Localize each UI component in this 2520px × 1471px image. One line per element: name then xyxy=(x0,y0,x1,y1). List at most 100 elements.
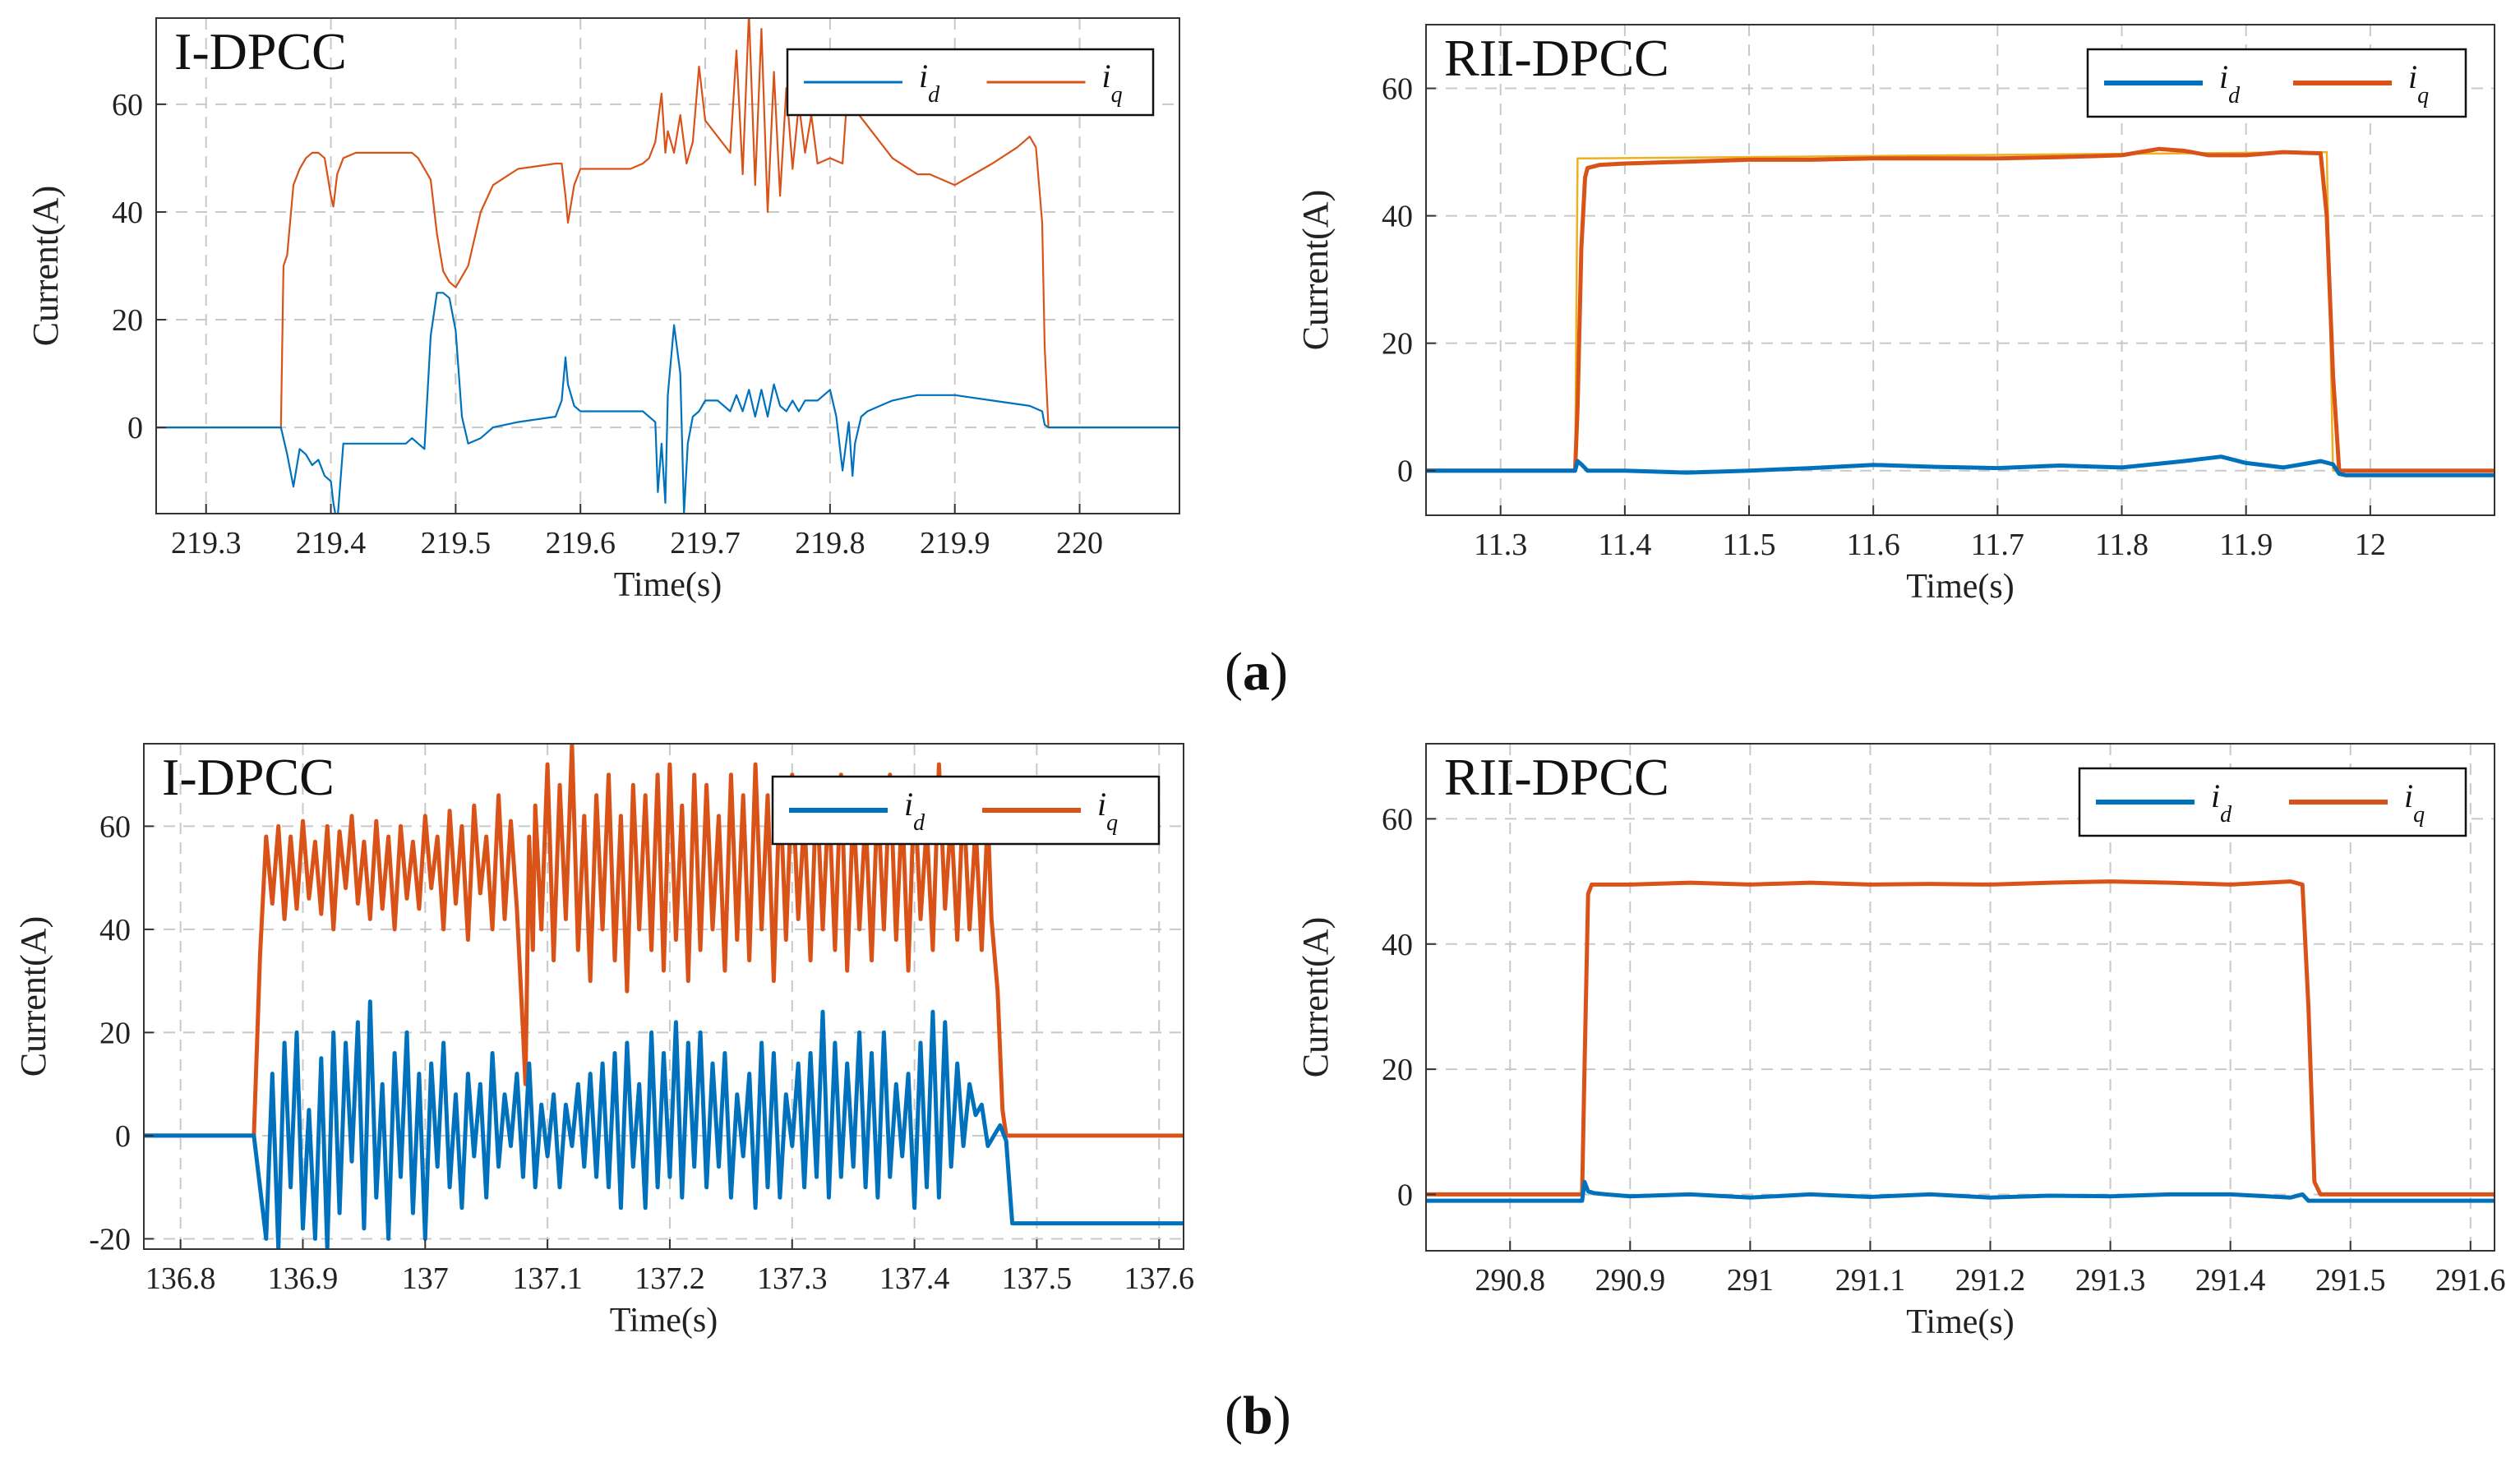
x-tick-label: 219.4 xyxy=(296,526,367,560)
y-tick-label: 60 xyxy=(99,809,131,844)
x-tick-label: 11.7 xyxy=(1971,528,2024,562)
legend-label-iq: iq xyxy=(2408,58,2429,108)
series-line-iq xyxy=(1426,146,2495,473)
x-tick-label: 11.4 xyxy=(1598,528,1651,562)
series-line-id xyxy=(156,292,1179,514)
y-tick-label: 20 xyxy=(1382,1053,1413,1087)
x-axis-label: Time(s) xyxy=(1906,568,2014,606)
axis-frame xyxy=(143,743,1184,1250)
series-line-iq xyxy=(1426,879,2495,1197)
panel-label-b-open: ( xyxy=(1225,1386,1243,1446)
panel-label-a-close: ) xyxy=(1269,642,1288,702)
y-tick-label: 0 xyxy=(127,411,143,445)
legend-label-id: id xyxy=(2219,58,2241,108)
chart-b-right: 290.8 290.9 291 291.1 291.2 291.3 291.4 291.5 29… xyxy=(1295,743,2506,1341)
chart-title: RII-DPCC xyxy=(1444,29,1669,87)
y-tick-label: 40 xyxy=(99,913,131,948)
series-line-id xyxy=(1426,1179,2495,1203)
panel-label-b-close: ) xyxy=(1272,1386,1291,1446)
x-tick-label: 137 xyxy=(402,1261,449,1296)
legend: id iq xyxy=(771,775,1161,846)
x-tick-label: 291.1 xyxy=(1835,1263,1906,1298)
x-tick-label: 220 xyxy=(1056,526,1103,560)
x-tick-label: 137.1 xyxy=(512,1261,583,1296)
x-tick-label: 291.6 xyxy=(2435,1263,2506,1298)
x-tick-label: 12 xyxy=(2355,528,2386,562)
legend-label-id: id xyxy=(2211,777,2232,828)
x-tick-label: 291 xyxy=(1727,1263,1774,1298)
y-tick-label: -20 xyxy=(89,1222,131,1257)
x-tick-label: 219.7 xyxy=(670,526,741,560)
x-tick-label: 137.3 xyxy=(757,1261,828,1296)
axis-frame xyxy=(1425,743,2495,1252)
x-tick-label: 219.6 xyxy=(545,526,616,560)
chart-title: I-DPCC xyxy=(174,22,347,81)
y-tick-label: 60 xyxy=(1382,802,1413,837)
y-tick-label: 60 xyxy=(1382,72,1413,107)
panel-label-b-letter: b xyxy=(1242,1386,1273,1446)
x-tick-label: 137.4 xyxy=(879,1261,950,1296)
chart-a-left: 219.3 219.4 219.5 219.6 219.7 219.8 219.9 220 0 2… xyxy=(25,17,1180,604)
y-tick-label: 40 xyxy=(112,196,143,230)
y-tick-label: 0 xyxy=(1397,1178,1413,1212)
x-tick-label: 11.8 xyxy=(2095,528,2148,562)
x-tick-label: 137.5 xyxy=(1002,1261,1073,1296)
legend: id iq xyxy=(786,48,1155,117)
x-axis-label: Time(s) xyxy=(610,1302,718,1340)
series-group xyxy=(1426,879,2495,1203)
x-tick-label: 11.5 xyxy=(1722,528,1775,562)
y-axis-label: Current(A) xyxy=(13,916,53,1077)
panel-label-a: (a) xyxy=(1225,641,1288,703)
legend-label-iq: iq xyxy=(1102,58,1123,108)
y-axis-label: Current(A) xyxy=(25,186,66,347)
legend-label-iq: iq xyxy=(2404,777,2425,828)
x-tick-label: 11.6 xyxy=(1847,528,1900,562)
x-tick-label: 291.2 xyxy=(1955,1263,2026,1298)
x-tick-label: 219.9 xyxy=(920,526,990,560)
y-axis-label: Current(A) xyxy=(1295,190,1336,351)
x-tick-label: 219.3 xyxy=(171,526,242,560)
x-tick-label: 136.9 xyxy=(268,1261,339,1296)
y-tick-label: 20 xyxy=(112,303,143,338)
series-group xyxy=(1426,146,2495,477)
y-tick-label: 20 xyxy=(1382,327,1413,362)
y-tick-label: 60 xyxy=(112,88,143,122)
x-tick-label: 11.9 xyxy=(2219,528,2273,562)
chart-title: I-DPCC xyxy=(162,748,335,806)
x-tick-label: 291.3 xyxy=(2075,1263,2146,1298)
x-tick-label: 219.5 xyxy=(421,526,492,560)
x-tick-label: 137.2 xyxy=(635,1261,705,1296)
legend-label-iq: iq xyxy=(1097,786,1118,836)
axis-frame xyxy=(1425,24,2495,516)
series-line-id xyxy=(1426,454,2495,477)
chart-a-right: 11.3 11.4 11.5 11.6 11.7 11.8 11.9 12 0 20 40 60 Tim… xyxy=(1295,24,2495,606)
legend-label-id: id xyxy=(919,58,940,108)
x-tick-label: 291.4 xyxy=(2195,1263,2266,1298)
panel-label-a-letter: a xyxy=(1242,642,1270,702)
x-tick-label: 137.6 xyxy=(1124,1261,1194,1296)
legend: id iq xyxy=(2078,767,2467,837)
x-tick-label: 11.3 xyxy=(1474,528,1527,562)
panel-label-b: (b) xyxy=(1225,1385,1291,1447)
legend: id iq xyxy=(2086,48,2467,118)
x-tick-label: 291.5 xyxy=(2315,1263,2386,1298)
chart-b-left: 136.8 136.9 137 137.1 137.2 137.3 137.4 137.5 13… xyxy=(13,743,1194,1340)
x-axis-label: Time(s) xyxy=(1906,1303,2014,1341)
y-tick-label: 20 xyxy=(99,1016,131,1050)
chart-title: RII-DPCC xyxy=(1444,748,1669,806)
x-tick-label: 219.8 xyxy=(795,526,865,560)
y-tick-label: 40 xyxy=(1382,200,1413,234)
axis-frame xyxy=(155,17,1180,514)
legend-label-id: id xyxy=(904,786,925,836)
x-tick-label: 290.8 xyxy=(1475,1263,1545,1298)
x-tick-label: 290.9 xyxy=(1595,1263,1666,1298)
x-tick-label: 136.8 xyxy=(145,1261,216,1296)
series-line-id xyxy=(144,999,1184,1249)
y-tick-label: 40 xyxy=(1382,928,1413,962)
y-tick-label: 0 xyxy=(115,1119,131,1154)
x-axis-label: Time(s) xyxy=(614,566,722,604)
panel-label-a-open: ( xyxy=(1225,642,1243,702)
y-tick-label: 0 xyxy=(1397,454,1413,489)
y-axis-label: Current(A) xyxy=(1295,917,1336,1078)
